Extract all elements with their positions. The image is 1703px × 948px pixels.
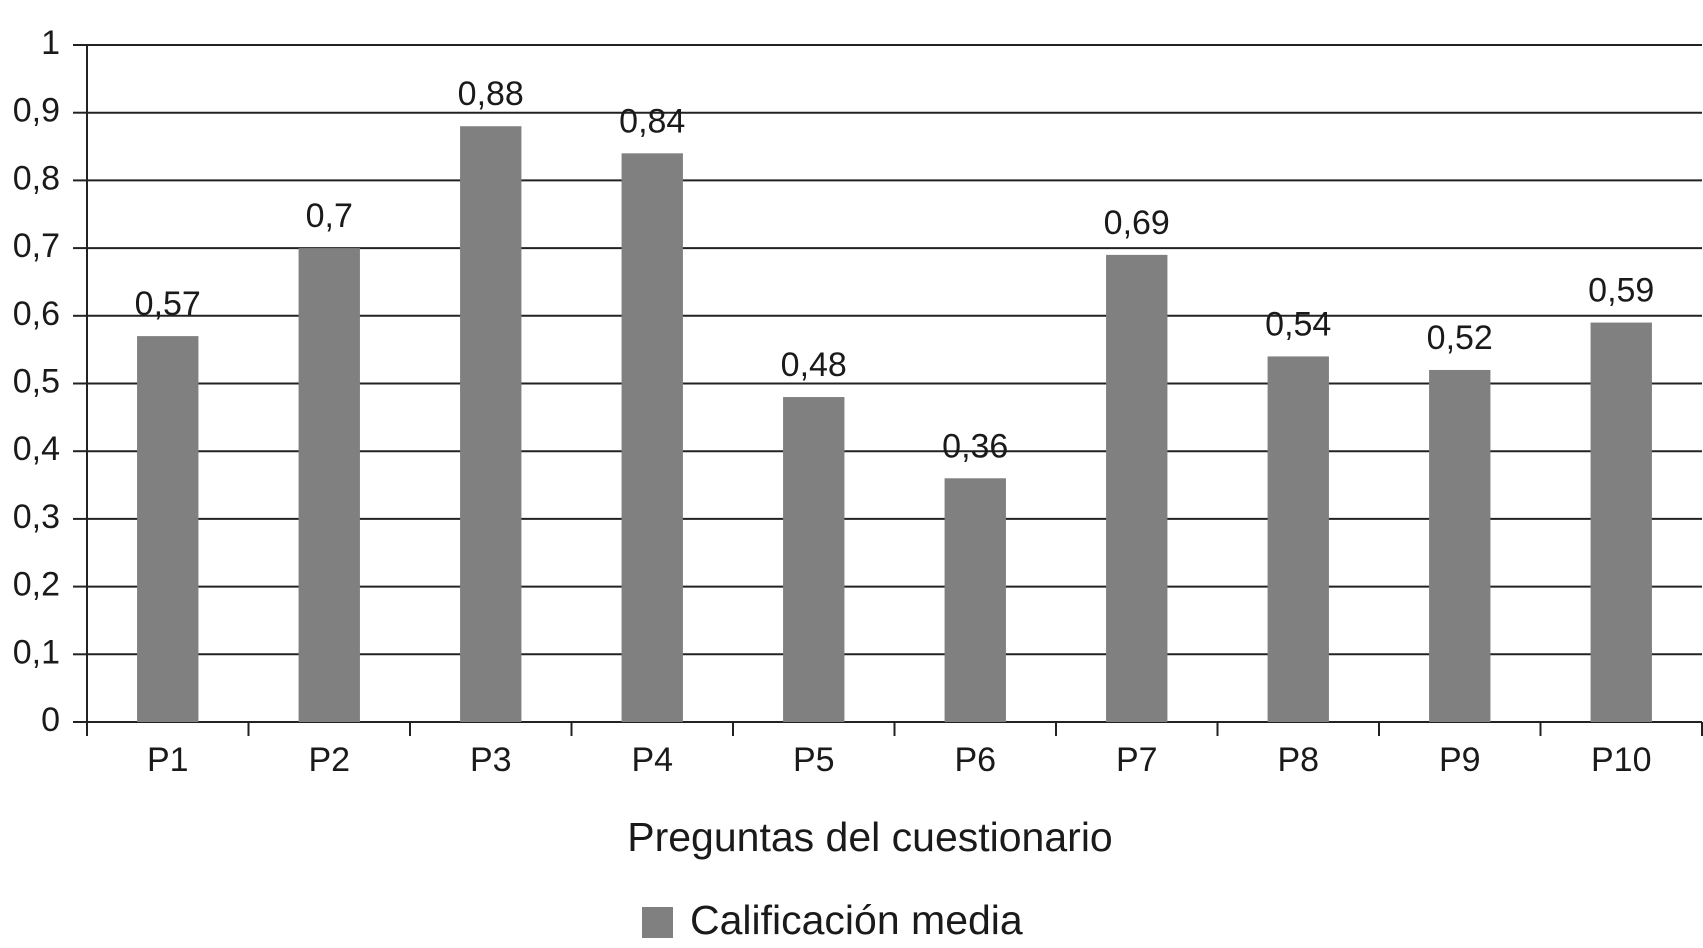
- legend-swatch: [642, 907, 673, 938]
- y-tick-label: 0,9: [13, 92, 60, 130]
- bar: [621, 153, 683, 722]
- x-tick-label: P5: [793, 741, 835, 779]
- bar: [1429, 369, 1491, 722]
- y-tick-label: 0,7: [13, 227, 60, 265]
- data-label: 0,69: [1104, 204, 1170, 242]
- y-tick-label: 0,5: [13, 362, 60, 400]
- y-tick-label: 0,8: [13, 159, 60, 197]
- y-tick-label: 0,2: [13, 566, 60, 604]
- data-label: 0,54: [1265, 305, 1331, 343]
- bar: [1590, 322, 1652, 722]
- data-label: 0,48: [781, 346, 847, 384]
- y-tick-label: 0,4: [13, 430, 60, 468]
- x-tick-label: P9: [1439, 741, 1481, 779]
- y-tick-label: 0,3: [13, 498, 60, 536]
- data-label: 0,36: [942, 427, 1008, 465]
- bar: [1267, 356, 1329, 722]
- bar: [137, 336, 199, 722]
- y-tick-label: 0: [41, 701, 60, 739]
- bar: [783, 397, 845, 722]
- x-tick-label: P8: [1277, 741, 1319, 779]
- x-tick-label: P6: [954, 741, 996, 779]
- data-label: 0,57: [135, 285, 201, 323]
- data-label: 0,7: [306, 197, 353, 235]
- data-label: 0,88: [458, 75, 524, 113]
- bar: [460, 126, 522, 723]
- x-tick-label: P1: [147, 741, 189, 779]
- y-tick-label: 0,1: [13, 633, 60, 671]
- bar: [1106, 254, 1168, 722]
- x-tick-label: P4: [631, 741, 673, 779]
- y-tick-label: 0,6: [13, 295, 60, 333]
- data-label: 0,52: [1427, 319, 1493, 357]
- x-axis-title: Preguntas del cuestionario: [627, 814, 1112, 860]
- x-tick-label: P7: [1116, 741, 1158, 779]
- legend-label: Calificación media: [690, 897, 1023, 943]
- data-label: 0,84: [619, 102, 685, 140]
- x-tick-label: P10: [1591, 741, 1652, 779]
- y-tick-label: 1: [41, 24, 60, 62]
- x-tick-label: P3: [470, 741, 512, 779]
- x-tick-label: P2: [308, 741, 350, 779]
- data-label: 0,59: [1588, 272, 1654, 310]
- bar: [298, 248, 360, 722]
- bar: [944, 478, 1006, 722]
